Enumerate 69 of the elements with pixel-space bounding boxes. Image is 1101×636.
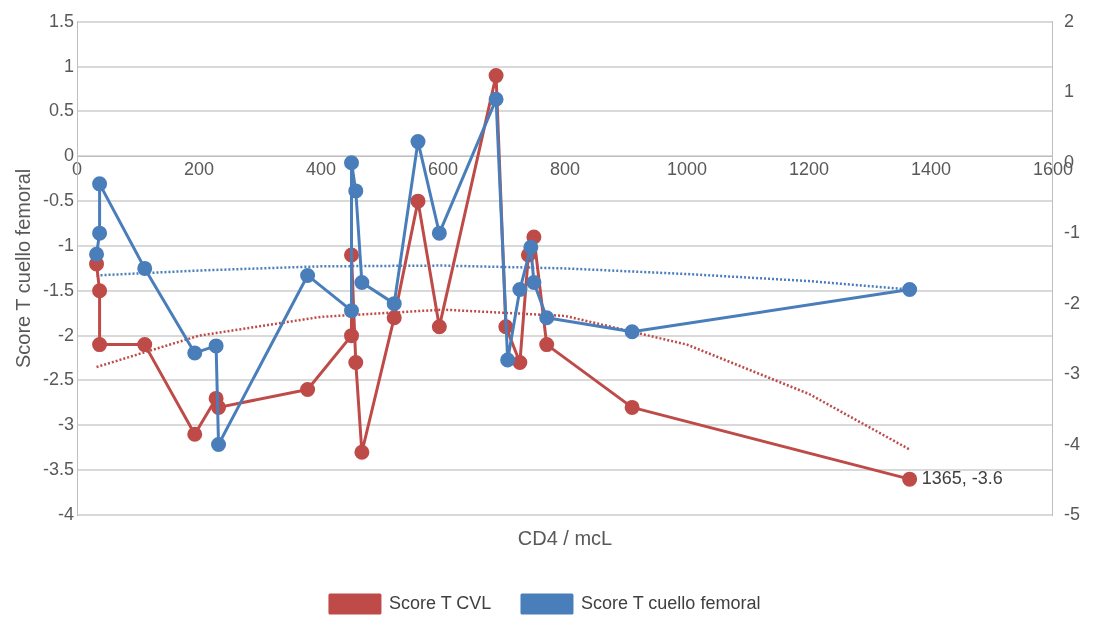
point [354, 444, 370, 460]
y-tick-label: -4 [58, 503, 75, 524]
y2-tick-label: -2 [1064, 292, 1081, 313]
x-tick-label: 200 [183, 159, 215, 180]
point [187, 345, 203, 361]
y-tick-label: -2 [58, 324, 75, 345]
point [187, 426, 203, 442]
legend-label: Score T CVL [388, 592, 492, 613]
y2-tick-label: 1 [1064, 81, 1075, 102]
y2-tick-label: -3 [1064, 363, 1081, 384]
point [386, 310, 402, 326]
y2-tick-label: -4 [1064, 433, 1081, 454]
point [410, 193, 426, 209]
point [386, 296, 402, 312]
x-tick-label: 1200 [788, 159, 830, 180]
y-tick-label: -3 [58, 414, 75, 435]
point [624, 324, 640, 340]
point [539, 337, 555, 353]
point [344, 328, 360, 344]
y-tick-label: 1.5 [48, 10, 75, 31]
point [344, 303, 360, 319]
point [431, 225, 447, 241]
x-tick-label: 800 [549, 159, 581, 180]
point [539, 310, 555, 326]
point [92, 337, 108, 353]
point [354, 274, 370, 290]
point [410, 134, 426, 150]
point [512, 282, 528, 298]
y-tick-label: -3.5 [42, 459, 75, 480]
x-tick-label: 600 [427, 159, 459, 180]
point [300, 267, 316, 283]
y-tick-label: -2.5 [42, 369, 75, 390]
x-axis-title: CD4 / mcL [517, 526, 613, 549]
point [500, 352, 516, 368]
point [300, 381, 316, 397]
point [512, 355, 528, 371]
annotation: 1365, -3.6 [921, 468, 1003, 489]
point [431, 319, 447, 335]
point [92, 225, 108, 241]
y2-tick-label: 2 [1064, 10, 1075, 31]
point [348, 183, 364, 199]
x-tick-label: 1000 [666, 159, 708, 180]
point [137, 337, 153, 353]
point [902, 282, 918, 298]
y-axis-title: Score T cuello femoral [11, 168, 34, 369]
point [137, 260, 153, 276]
x-tick-label: 400 [305, 159, 337, 180]
y-tick-label: -0.5 [42, 190, 75, 211]
y2-tick-label: -1 [1064, 222, 1081, 243]
point [488, 68, 504, 84]
point [902, 471, 918, 487]
y-tick-label: 0.5 [48, 100, 75, 121]
y-tick-label: 1 [64, 55, 75, 76]
point [92, 176, 108, 192]
point [624, 399, 640, 415]
point [348, 355, 364, 371]
point [344, 155, 360, 171]
y-tick-label: -1.5 [42, 279, 75, 300]
point [488, 91, 504, 107]
point [92, 283, 108, 299]
point [208, 338, 224, 354]
x-tick-label: 1400 [910, 159, 952, 180]
point [211, 437, 227, 453]
point [89, 246, 105, 262]
y-tick-label: -1 [58, 234, 75, 255]
point [523, 239, 539, 255]
point [526, 274, 542, 290]
y2-tick-label: -5 [1064, 503, 1081, 524]
legend-label: Score T cuello femoral [580, 592, 761, 613]
